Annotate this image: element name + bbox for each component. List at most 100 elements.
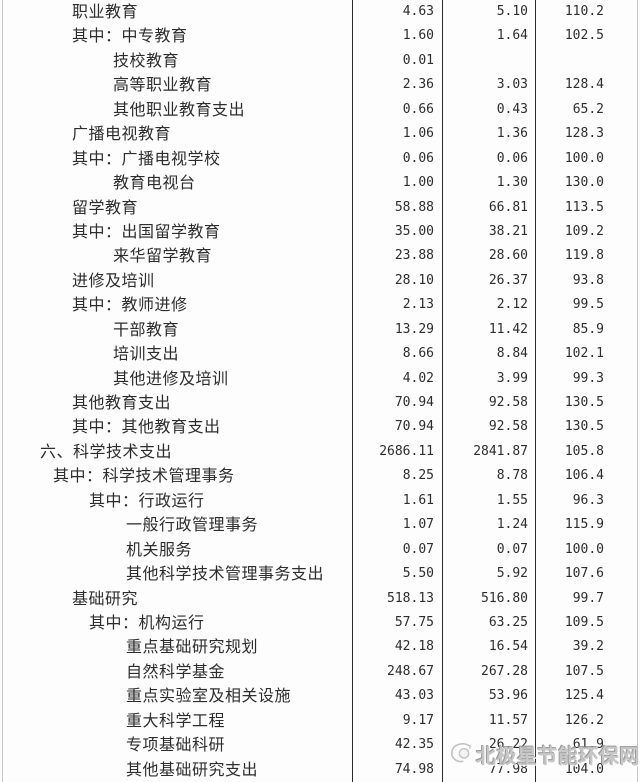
- row-value-2: 26.37: [488, 272, 528, 288]
- row-value-ratio: 104.0: [564, 761, 604, 777]
- row-label: 其中：出国留学教育: [72, 221, 221, 241]
- row-value-2: 92.58: [488, 419, 528, 435]
- row-label: 机关服务: [126, 539, 193, 559]
- row-value-2: 53.96: [488, 688, 528, 704]
- table-row: 留学教育 58.88 66.81 113.5: [0, 196, 640, 220]
- row-label: 其中：其他教育支出: [72, 417, 221, 437]
- row-value-1: 70.94: [394, 395, 434, 411]
- table-right-border: [637, 0, 638, 782]
- row-value-1: 1.00: [402, 175, 434, 191]
- row-value-1: 13.29: [394, 321, 434, 337]
- row-label: 其中：中专教育: [72, 26, 188, 46]
- row-value-ratio: 99.5: [572, 297, 604, 313]
- row-value-ratio: 65.2: [572, 101, 604, 117]
- table-row: 其他基础研究支出 74.98 77.98 104.0: [0, 758, 640, 782]
- row-value-ratio: 99.3: [572, 370, 604, 386]
- table-row: 重点基础研究规划 42.18 16.54 39.2: [0, 635, 640, 659]
- row-value-1: 70.94: [394, 419, 434, 435]
- row-value-ratio: 106.4: [564, 468, 604, 484]
- row-label: 培训支出: [113, 344, 180, 364]
- row-value-2: 1.36: [496, 126, 528, 142]
- table-row: 其他进修及培训 4.02 3.99 99.3: [0, 367, 640, 391]
- table-row: 其中：其他教育支出 70.94 92.58 130.5: [0, 415, 640, 439]
- row-value-ratio: 107.6: [564, 566, 604, 582]
- row-value-2: 267.28: [481, 663, 528, 679]
- row-value-ratio: 130.5: [564, 395, 604, 411]
- table-row: 其他职业教育支出 0.66 0.43 65.2: [0, 98, 640, 122]
- row-label: 职业教育: [72, 2, 139, 22]
- row-value-1: 518.13: [387, 590, 434, 606]
- row-value-2: 516.80: [481, 590, 528, 606]
- column-divider-1: [352, 0, 353, 782]
- row-label: 留学教育: [72, 197, 139, 217]
- row-value-1: 2.36: [402, 77, 434, 93]
- row-value-2: 92.58: [488, 395, 528, 411]
- row-value-1: 1.07: [402, 517, 434, 533]
- table-row: 专项基础科研 42.35 26.22 61.9: [0, 733, 640, 757]
- row-value-2: 8.78: [496, 468, 528, 484]
- row-label: 其他科学技术管理事务支出: [126, 564, 325, 584]
- row-value-ratio: 102.5: [564, 28, 604, 44]
- table-row: 其中：机构运行 57.75 63.25 109.5: [0, 611, 640, 635]
- row-value-ratio: 126.2: [564, 712, 604, 728]
- column-divider-2: [442, 0, 443, 782]
- row-value-1: 42.18: [394, 639, 434, 655]
- table-row: 重点实验室及相关设施 43.03 53.96 125.4: [0, 684, 640, 708]
- row-value-ratio: 107.5: [564, 663, 604, 679]
- row-label: 六、科学技术支出: [40, 441, 173, 461]
- table-row: 其他教育支出 70.94 92.58 130.5: [0, 391, 640, 415]
- row-value-1: 9.17: [402, 712, 434, 728]
- row-label: 其他职业教育支出: [113, 99, 246, 119]
- row-value-2: 2841.87: [473, 443, 528, 459]
- row-value-2: 16.54: [488, 639, 528, 655]
- row-label: 广播电视教育: [72, 124, 172, 144]
- row-value-1: 1.06: [402, 126, 434, 142]
- row-value-ratio: 128.4: [564, 77, 604, 93]
- row-value-ratio: 100.0: [564, 541, 604, 557]
- row-value-1: 248.67: [387, 663, 434, 679]
- table-row: 其他科学技术管理事务支出 5.50 5.92 107.6: [0, 562, 640, 586]
- row-value-ratio: 99.7: [572, 590, 604, 606]
- row-label: 来华留学教育: [113, 246, 213, 266]
- row-value-ratio: 105.8: [564, 443, 604, 459]
- row-label: 其中：机构运行: [89, 612, 205, 632]
- table-row: 技校教育 0.01: [0, 49, 640, 73]
- table-row: 进修及培训 28.10 26.37 93.8: [0, 269, 640, 293]
- row-value-ratio: 128.3: [564, 126, 604, 142]
- row-value-1: 2.13: [402, 297, 434, 313]
- row-value-2: 3.99: [496, 370, 528, 386]
- row-value-2: 0.06: [496, 150, 528, 166]
- table-row: 高等职业教育 2.36 3.03 128.4: [0, 73, 640, 97]
- row-label: 重点实验室及相关设施: [126, 686, 292, 706]
- table-row: 机关服务 0.07 0.07 100.0: [0, 538, 640, 562]
- table-row: 培训支出 8.66 8.84 102.1: [0, 342, 640, 366]
- table-row: 其中：行政运行 1.61 1.55 96.3: [0, 489, 640, 513]
- row-value-2: 0.07: [496, 541, 528, 557]
- row-value-ratio: 109.5: [564, 614, 604, 630]
- row-label: 其中：教师进修: [72, 295, 188, 315]
- row-value-1: 57.75: [394, 614, 434, 630]
- row-value-ratio: 100.0: [564, 150, 604, 166]
- row-value-ratio: 115.9: [564, 517, 604, 533]
- table-row: 来华留学教育 23.88 28.60 119.8: [0, 244, 640, 268]
- row-value-ratio: 102.1: [564, 346, 604, 362]
- row-value-1: 0.66: [402, 101, 434, 117]
- row-label: 高等职业教育: [113, 75, 213, 95]
- table-row: 重大科学工程 9.17 11.57 126.2: [0, 709, 640, 733]
- row-value-ratio: 113.5: [564, 199, 604, 215]
- row-value-1: 43.03: [394, 688, 434, 704]
- row-value-ratio: 109.2: [564, 223, 604, 239]
- table-row: 其中：中专教育 1.60 1.64 102.5: [0, 24, 640, 48]
- row-value-2: 28.60: [488, 248, 528, 264]
- row-value-ratio: 61.9: [572, 737, 604, 753]
- row-value-2: 1.24: [496, 517, 528, 533]
- table-row: 一般行政管理事务 1.07 1.24 115.9: [0, 513, 640, 537]
- table-row: 其中：广播电视学校 0.06 0.06 100.0: [0, 147, 640, 171]
- row-value-2: 63.25: [488, 614, 528, 630]
- table-row: 广播电视教育 1.06 1.36 128.3: [0, 122, 640, 146]
- table-row: 六、科学技术支出 2686.11 2841.87 105.8: [0, 440, 640, 464]
- row-value-ratio: 85.9: [572, 321, 604, 337]
- row-value-ratio: 119.8: [564, 248, 604, 264]
- row-value-2: 2.12: [496, 297, 528, 313]
